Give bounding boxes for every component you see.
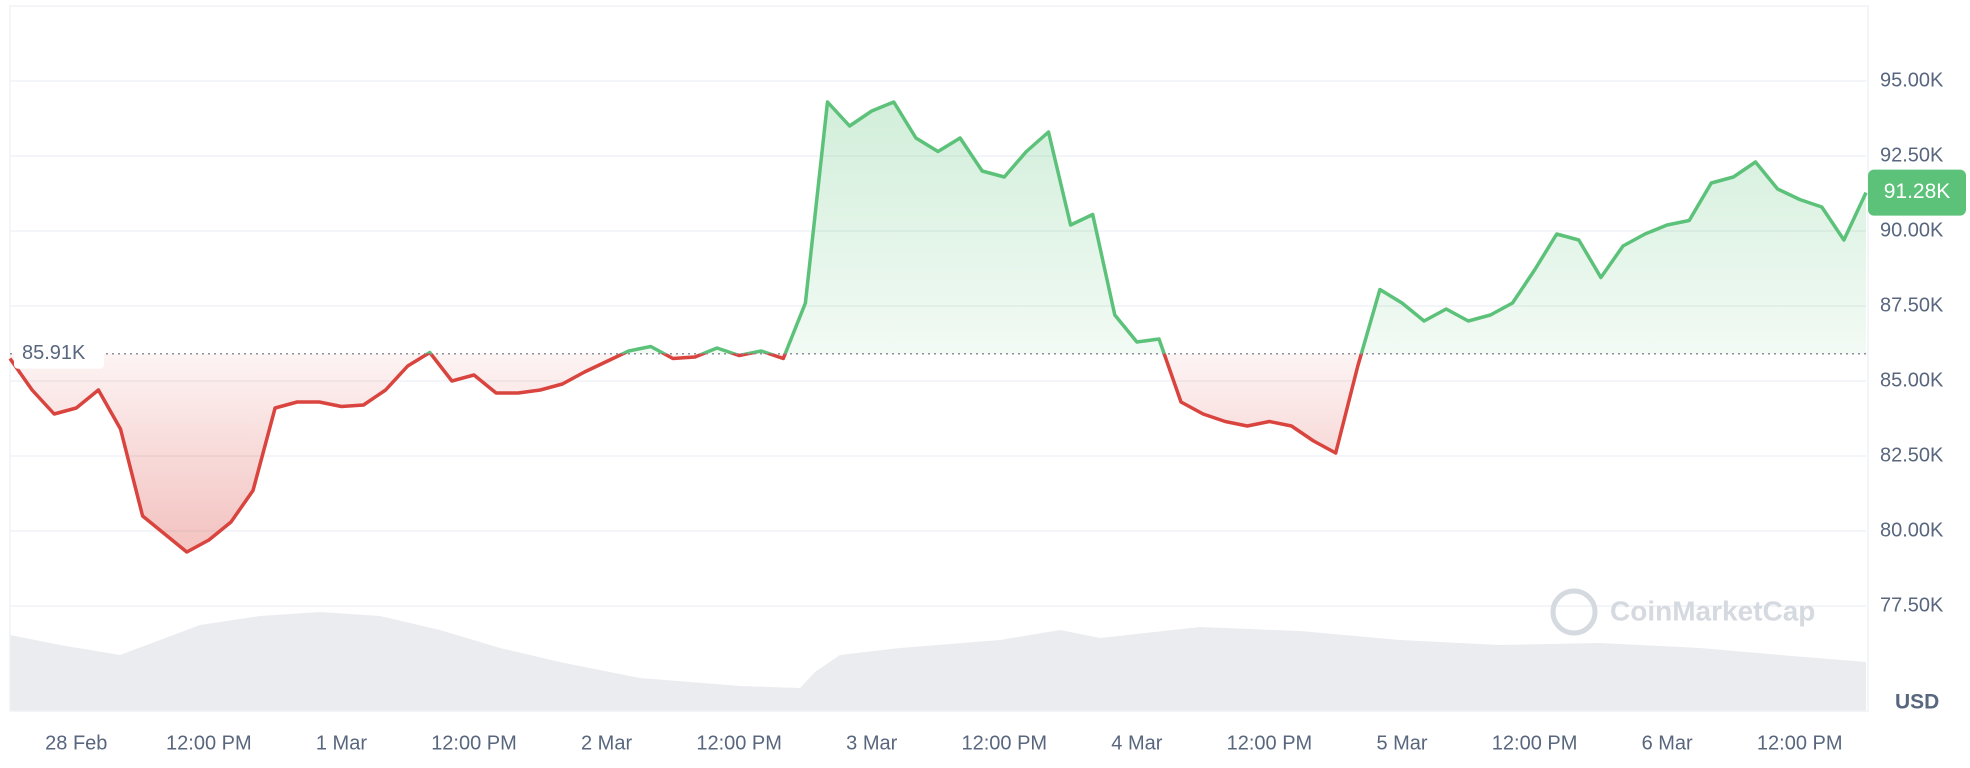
y-tick-label: 77.50K	[1880, 594, 1944, 616]
y-tick-label: 92.50K	[1880, 144, 1944, 166]
area	[10, 102, 1866, 552]
baseline-label: 85.91K	[22, 342, 86, 364]
y-tick-label: 95.00K	[1880, 69, 1944, 91]
y-tick-label: 87.50K	[1880, 294, 1944, 316]
x-tick-label: 12:00 PM	[431, 732, 517, 754]
x-tick-label: 12:00 PM	[166, 732, 252, 754]
current-price-badge	[1868, 169, 1966, 216]
y-tick-label: 85.00K	[1880, 369, 1944, 391]
x-tick-label: 12:00 PM	[696, 732, 782, 754]
baseline-label-bg	[14, 338, 104, 369]
x-tick-label: 3 Mar	[846, 732, 897, 754]
x-tick-label: 1 Mar	[316, 732, 367, 754]
watermark-logo	[1550, 588, 1598, 636]
current-price-label: 91.28K	[1884, 180, 1951, 203]
x-tick-label: 12:00 PM	[1757, 732, 1843, 754]
price-line	[8, 100, 1868, 554]
watermark: CoinMarketCap	[1610, 595, 1815, 626]
x-tick-label: 6 Mar	[1642, 732, 1693, 754]
volume-area	[10, 612, 1866, 711]
x-tick-label: 5 Mar	[1376, 732, 1427, 754]
x-tick-label: 28 Feb	[45, 732, 107, 754]
y-tick-label: 82.50K	[1880, 444, 1944, 466]
x-tick-label: 12:00 PM	[1492, 732, 1578, 754]
x-tick-label: 4 Mar	[1111, 732, 1162, 754]
x-tick-label: 12:00 PM	[961, 732, 1047, 754]
y-tick-label: 80.00K	[1880, 519, 1944, 541]
y-axis-label: USD	[1895, 691, 1939, 714]
x-tick-label: 12:00 PM	[1227, 732, 1313, 754]
y-tick-label: 90.00K	[1880, 219, 1944, 241]
x-tick-label: 2 Mar	[581, 732, 632, 754]
